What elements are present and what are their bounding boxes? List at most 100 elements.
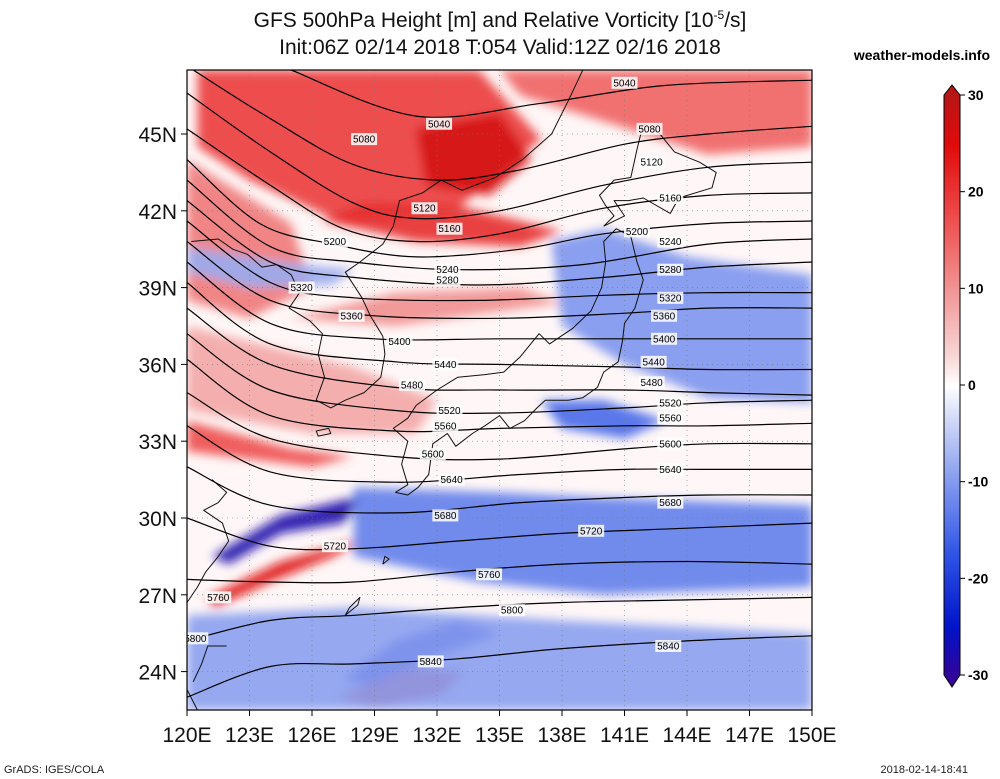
contour-label-text: 5320 [290,283,313,294]
contour-label: 5480 [399,378,425,391]
contour-label-box [624,225,650,238]
vorticity-region [499,70,812,155]
contour-label-box [351,133,378,146]
vorticity-region [541,400,667,439]
contour-label-box [657,235,684,248]
contour-label: 5040 [611,76,638,89]
contour-label-box [419,448,446,460]
contour-label: 5360 [651,309,678,322]
contour-label: 5600 [657,437,684,450]
coastline [344,596,361,616]
contour-label-text: 5440 [434,360,457,371]
y-tick-label: 30N [138,508,177,531]
y-tick-label: 42N [138,201,177,224]
contour-label: 5520 [657,396,684,409]
height-contour-5120 [187,92,812,220]
contour-label: 5080 [351,133,378,146]
y-tick-label: 24N [138,662,177,685]
contour-label-text: 5080 [353,135,376,146]
contour-label-text: 5840 [420,657,443,668]
contour-label-text: 5280 [659,265,682,276]
height-contour-5440 [187,282,812,371]
contour-label: 5720 [578,524,605,537]
contour-label-text: 5120 [413,204,436,215]
y-tick-label: 36N [138,354,177,377]
height-contour-5520 [187,333,812,415]
contour-label-text: 5200 [324,237,347,248]
contour-label: 5720 [321,540,348,553]
contour-label: 5280 [434,273,461,286]
contour-label-text: 5120 [640,158,663,169]
height-contour-5400 [187,261,812,341]
contour-label-box [657,263,684,276]
contour-label-text: 5480 [640,378,663,389]
height-contour-5200 [187,159,812,258]
contour-label-box [657,192,684,204]
contour-label: 5680 [657,496,684,509]
contour-label-box [432,358,459,371]
contour-label-box [205,591,232,604]
contour-label: 5640 [438,473,465,486]
contour-label-text: 5640 [659,465,682,476]
contour-label-text: 5720 [580,526,603,537]
contour-label: 5800 [499,604,525,617]
x-tick-label: 150E [787,724,836,747]
contour-label: 5840 [655,640,682,653]
coastline [315,427,332,437]
chart-title-line2: Init:06Z 02/14 2018 T:054 Valid:12Z 02/1… [279,36,721,59]
contour-label-box [434,263,461,276]
contour-label-text: 5640 [440,475,463,486]
contour-label: 5560 [657,412,684,425]
vorticity-field [187,70,812,710]
vorticity-region [187,246,354,288]
contour-label: 5680 [432,509,459,522]
contour-label: 5160 [436,222,463,235]
x-tick-label: 123E [225,724,274,747]
contour-label: 5520 [436,404,463,417]
coastline [599,123,717,227]
contour-label-box [321,235,348,248]
contour-label-box [434,273,461,286]
height-contour-5640 [187,425,812,483]
colorbar-label: 10 [968,280,984,296]
contour-label-box [187,632,209,645]
contour-label-text: 5720 [324,542,347,553]
contour-label: 5760 [205,591,232,604]
height-contour-5720 [187,517,812,551]
contour-label: 5040 [426,117,453,130]
contour-label-text: 5160 [659,194,682,205]
height-contour-5600 [187,392,812,461]
contour-label-text: 5600 [659,439,682,450]
x-axis-ticks: 120E 123E 126E 129E 132E 135E 138E 141E 144E 147E… [162,710,837,747]
contour-label-box [499,604,525,617]
height-contour-5480 [187,307,812,396]
contour-label-text: 5800 [184,634,207,645]
x-tick-label: 120E [162,724,211,747]
height-contour-5360 [187,241,812,320]
contour-label-box [611,76,638,89]
contour-label-box [657,437,684,450]
contour-label: 5480 [638,376,665,389]
contour-label-text: 5160 [438,224,461,235]
contour-label-box [321,540,348,553]
footer-credit: GrADS: IGES/COLA [4,764,105,776]
contour-label: 5840 [417,655,444,668]
contour-label: 5760 [476,568,503,581]
chart-title-line1: GFS 500hPa Height [m] and Relative Vorti… [254,8,747,32]
colorbar-label: 30 [968,87,984,103]
contour-label: 5240 [657,235,684,248]
vorticity-region [551,228,812,403]
contour-label: 5400 [651,332,678,345]
contour-label: 5320 [288,281,315,294]
contour-label: 5560 [432,419,459,432]
contour-label-box [636,122,663,135]
contour-label: 5400 [386,335,413,348]
contour-label-text: 5800 [501,606,524,617]
y-tick-label: 39N [138,278,177,301]
contour-label-text: 5560 [434,421,457,432]
map-panel: 5040504050805080512051205160516052005200… [138,69,837,747]
coastline [187,689,198,710]
y-tick-label: 27N [138,585,177,608]
contour-label: 5280 [657,263,684,276]
contour-label-box [432,509,459,522]
